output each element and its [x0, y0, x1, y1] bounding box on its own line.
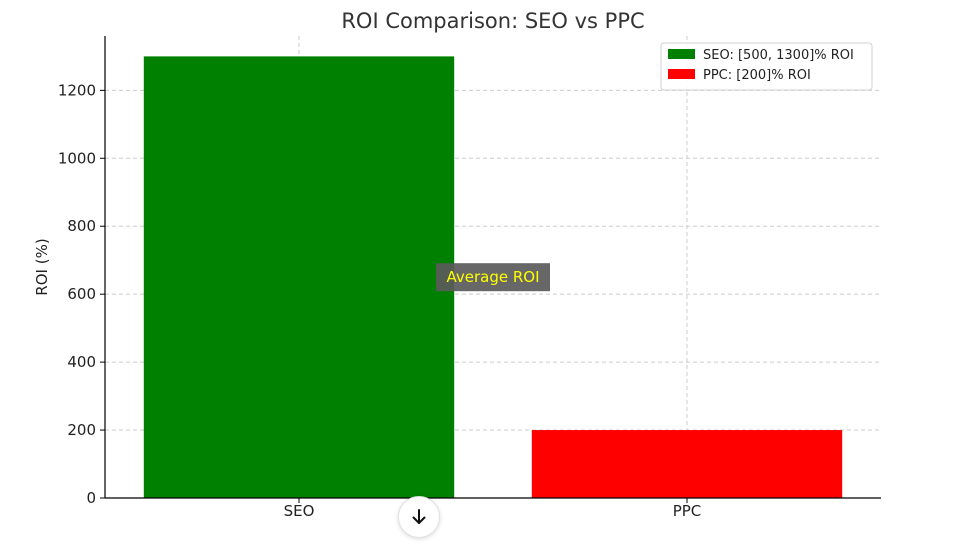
bars	[143, 56, 843, 498]
average-roi-annotation: Average ROI	[436, 263, 550, 292]
bar-ppc	[531, 430, 843, 498]
y-tick-label: 1000	[58, 149, 96, 167]
x-tick-labels: SEO PPC	[284, 498, 702, 520]
annotation-box	[436, 263, 550, 292]
y-tick-label: 600	[67, 285, 96, 303]
legend-label: SEO: [500, 1300]% ROI	[703, 48, 854, 63]
legend-swatch	[668, 69, 695, 79]
y-tick-label: 0	[86, 489, 96, 507]
bar-seo	[143, 56, 455, 498]
legend: SEO: [500, 1300]% ROI PPC: [200]% ROI	[660, 42, 873, 91]
arrow-down-icon	[412, 509, 426, 524]
y-tick-label: 800	[67, 217, 96, 235]
y-tick-label: 400	[67, 353, 96, 371]
y-tick-label: 1200	[58, 81, 96, 99]
y-axis-label: ROI (%)	[33, 238, 51, 295]
legend-box	[660, 42, 873, 91]
x-tick-label: SEO	[284, 502, 315, 520]
x-tick-label: PPC	[673, 502, 702, 520]
annotation-text: Average ROI	[446, 268, 539, 286]
legend-label: PPC: [200]% ROI	[703, 68, 811, 83]
chart-title: ROI Comparison: SEO vs PPC	[341, 9, 644, 33]
legend-swatch	[668, 49, 695, 59]
axes	[104, 36, 881, 499]
y-tick-label: 200	[67, 421, 96, 439]
scroll-down-button[interactable]	[398, 496, 440, 538]
y-tick-labels: 0 200 400 600 800 1000 1200	[58, 81, 105, 507]
